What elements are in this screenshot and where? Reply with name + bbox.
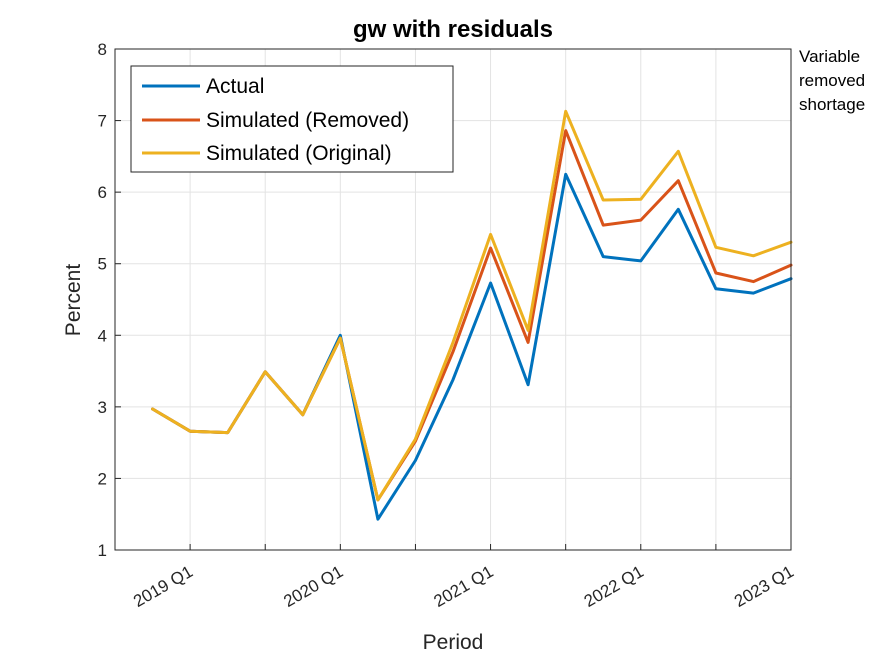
y-tick-label: 1 bbox=[98, 541, 107, 560]
series-group bbox=[151, 109, 793, 521]
y-tick-label: 4 bbox=[98, 326, 107, 345]
y-axis-label: Percent bbox=[62, 264, 85, 337]
side-note-line-3: shortage bbox=[799, 95, 865, 114]
y-tick-label: 5 bbox=[98, 255, 107, 274]
y-axis: 1 2 3 4 5 6 7 8 bbox=[98, 40, 121, 560]
y-tick-label: 3 bbox=[98, 398, 107, 417]
x-axis-label: Period bbox=[423, 631, 484, 654]
legend: Actual Simulated (Removed) Simulated (Or… bbox=[130, 65, 454, 173]
y-tick-label: 6 bbox=[98, 183, 107, 202]
axes-box bbox=[114, 48, 792, 551]
legend-label-simulated-removed: Simulated (Removed) bbox=[206, 109, 409, 132]
side-note-line-2: removed bbox=[799, 71, 865, 90]
chart-title: gw with residuals bbox=[353, 16, 553, 43]
y-tick-label: 7 bbox=[98, 112, 107, 131]
y-tick-label: 8 bbox=[98, 40, 107, 59]
series-line-simulated-original bbox=[151, 109, 793, 502]
side-note-line-1: Variable bbox=[799, 47, 860, 66]
legend-label-actual: Actual bbox=[206, 75, 264, 98]
legend-label-simulated-original: Simulated (Original) bbox=[206, 142, 392, 165]
side-note: Variable removed shortage bbox=[799, 47, 865, 114]
y-tick-label: 2 bbox=[98, 469, 107, 488]
